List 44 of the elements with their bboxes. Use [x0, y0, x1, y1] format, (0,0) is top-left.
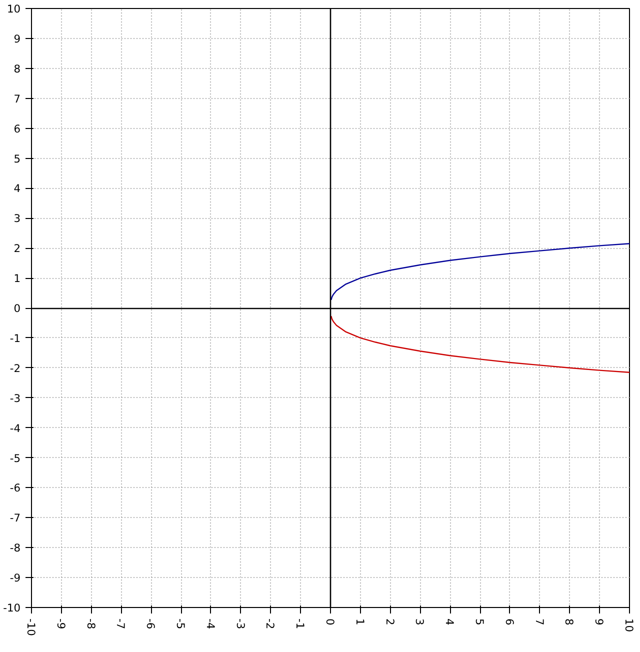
y-tick-label: -3: [10, 392, 21, 405]
x-tick-label: 6: [502, 618, 516, 626]
y-tick-label: 3: [14, 212, 20, 226]
line-series: [330, 243, 630, 301]
y-tick-label: 8: [14, 62, 21, 76]
line-series: [330, 315, 630, 373]
y-tick-label: 7: [14, 92, 20, 106]
y-tick-label: 2: [14, 242, 20, 256]
y-tick-label: -5: [10, 452, 21, 465]
x-tick-label: -2: [264, 618, 277, 630]
y-tick-label: -9: [10, 572, 21, 585]
x-tick-label: -9: [54, 618, 68, 630]
x-tick-label: 5: [473, 618, 486, 626]
y-tick-label: 1: [14, 272, 20, 286]
x-tick-label: 8: [562, 618, 576, 626]
x-tick-label: 0: [324, 618, 336, 626]
y-tick-label: 4: [14, 182, 21, 196]
x-tick-label: -10: [24, 618, 38, 636]
y-tick-label: -8: [10, 542, 21, 555]
y-tick-label: 10: [6, 2, 21, 16]
y-tick-label: 5: [14, 152, 20, 166]
x-tick-label: 10: [622, 618, 636, 632]
x-tick-label: -5: [174, 618, 187, 630]
x-tick-label: 9: [592, 618, 606, 626]
x-tick-label: 4: [443, 618, 456, 626]
y-tick-label: 9: [14, 32, 21, 46]
y-tick-label: -1: [10, 332, 21, 345]
y-tick-label: -4: [10, 422, 21, 435]
x-tick-label: -6: [144, 618, 158, 630]
x-tick-label: -8: [84, 618, 98, 630]
y-tick-label: -2: [10, 362, 21, 375]
x-tick-label: 3: [413, 618, 426, 626]
x-tick-label: -4: [204, 618, 217, 630]
y-tick-label: 0: [14, 302, 21, 315]
y-tick-label: -7: [10, 512, 21, 525]
x-tick-label: -7: [114, 618, 128, 630]
x-tick-label: -1: [294, 618, 307, 630]
x-tick-label: 7: [532, 618, 546, 626]
x-tick-label: -3: [234, 618, 247, 630]
x-tick-label: 2: [383, 618, 396, 626]
y-tick-label: -6: [10, 482, 21, 495]
x-tick-label: 1: [353, 618, 366, 626]
y-tick-label: 6: [14, 122, 21, 136]
y-tick-label: -10: [3, 602, 21, 614]
